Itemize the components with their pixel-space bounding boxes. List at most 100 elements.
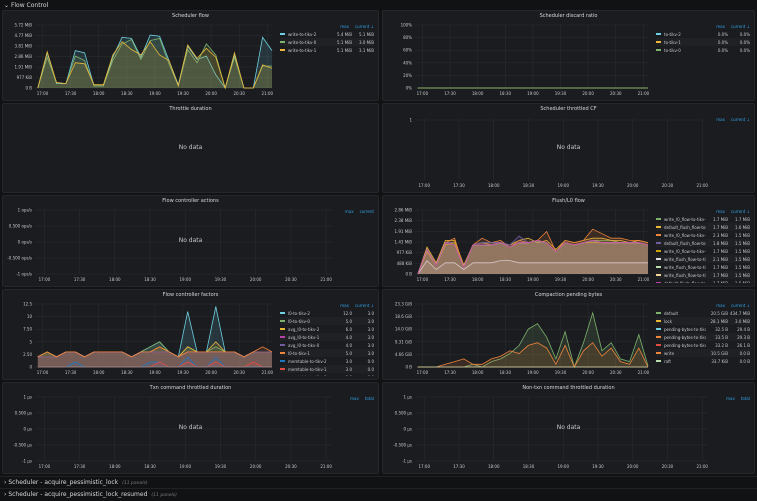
legend-item[interactable]: memtable-to-tikv-00.00.0 — [280, 373, 374, 377]
legend-current-value: 0.0% — [739, 31, 750, 37]
legend-color-swatch — [656, 266, 661, 268]
legend-item[interactable]: default 20.5 GiB 434.7 MiB — [656, 309, 750, 317]
y-tick-label: -1 ops/s — [16, 272, 32, 277]
row-acquire-pessimistic-lock-resumed[interactable]: › Scheduler - acquire_pessimistic_lock_r… — [0, 488, 757, 499]
legend-item[interactable]: l0-to-tikv-0 5.0 3.0 — [280, 317, 374, 325]
y-tick-label: 40% — [403, 60, 412, 65]
legend-item[interactable]: l0-to-tikv-2 12.0 3.0 — [280, 309, 374, 317]
legend-color-swatch — [656, 360, 661, 362]
legend-item[interactable]: lock 28.1 MiB 3.0 MiB — [656, 317, 750, 325]
legend-item[interactable]: to-tikv-0 0.0% 0.0% — [656, 46, 750, 54]
legend-item[interactable]: raft 33.7 KiB 0.0 B — [656, 357, 750, 365]
legend-sort-current[interactable]: current ↓ — [354, 24, 374, 29]
legend-sort-current[interactable]: current ↓ — [354, 303, 374, 308]
legend-max-value: 5.4 MiB — [337, 31, 352, 37]
legend-sort-max[interactable]: max — [344, 209, 354, 214]
legend-sort-max[interactable]: max — [350, 396, 359, 401]
panel-non-txn-command-throttled-duration[interactable]: Non-txn command throttled duration -1 µs -… — [382, 382, 755, 474]
legend-sort-current[interactable]: current ↓ — [730, 24, 750, 29]
legend-max-value: 0.0% — [717, 31, 728, 37]
legend-item[interactable]: to-tikv-1 0.0% 0.0% — [656, 38, 750, 46]
legend-item[interactable]: write_l0_flow-to-tikv-2 2.3 MiB 1.5 MiB — [656, 231, 750, 239]
legend-sort-current[interactable]: current ↓ — [730, 209, 750, 214]
panel-scheduler-discard-ratio[interactable]: Scheduler discard ratio 0% 20% 40% 60% 80% 100… — [382, 10, 755, 101]
panel-flow-controller-actions[interactable]: Flow controller actions -1 ops/s -0.500 op… — [2, 195, 379, 287]
legend-item[interactable]: write_flush_flow-to-tikv-1 1.7 MiB 1.5 MiB — [656, 263, 750, 271]
legend-max-value: 1.7 MiB — [713, 280, 728, 284]
legend-item[interactable]: write_flush_flow-to-tikv-0 1.7 MiB 1.5 MiB — [656, 271, 750, 279]
legend-item[interactable]: avg_l0-to-tikv-2 6.0 3.0 — [280, 325, 374, 333]
legend-sort-max[interactable]: max — [716, 303, 725, 308]
legend-sort-current[interactable]: current ↓ — [730, 117, 750, 122]
y-tick-label: 2.86 MiB — [15, 54, 33, 59]
legend-series-name: write-to-tikv-0 — [288, 39, 317, 45]
legend-max-value: 33.7 KiB — [711, 358, 728, 364]
panel-flush-l0-flow[interactable]: Flush/L0 flow 0 B 488 KiB 977 KiB 1.43 MiB 1.… — [382, 195, 755, 287]
legend-current-value: 0.0% — [739, 47, 750, 53]
legend-sort-max[interactable]: max — [716, 209, 725, 214]
legend-current-value: 0.0 — [367, 358, 374, 364]
legend-item[interactable]: write-to-tikv-1 5.1 MiB 3.1 MiB — [280, 46, 374, 54]
legend-item[interactable]: avg_l0-to-tikv-0 4.0 3.0 — [280, 341, 374, 349]
legend-sort-max[interactable]: max — [340, 303, 349, 308]
legend-item[interactable]: memtable-to-tikv-1 3.0 0.0 — [280, 365, 374, 373]
legend-item[interactable]: default_flush_flow-to-tikv-1 1.7 MiB 1.5 M… — [656, 279, 750, 283]
x-tick-label: 19:00 — [179, 464, 191, 469]
legend-max-value: 33.5 B — [715, 334, 728, 340]
legend-sort-max[interactable]: max — [716, 117, 725, 122]
series-area-write-to-tikv-0 — [37, 38, 272, 88]
panel-scheduler-flow[interactable]: Scheduler flow 0 B 977 KiB 1.91 MiB 2.86 MiB… — [2, 10, 379, 101]
panel-flow-controller-factors[interactable]: Flow controller factors 0 2.50 5 7.50 10 12.5 1… — [2, 289, 379, 380]
y-tick-label: 488 KiB — [397, 261, 413, 266]
legend-item[interactable]: write 10.5 GiB 0.0 B — [656, 349, 750, 357]
legend-series-name: lock — [664, 318, 673, 324]
legend-sort-total[interactable]: total — [364, 396, 374, 401]
x-tick-label: 20:30 — [233, 91, 245, 96]
legend-item[interactable]: l0-to-tikv-1 5.0 3.0 — [280, 349, 374, 357]
legend-color-swatch — [280, 336, 285, 338]
panel-txn-command-throttled-duration[interactable]: Txn command throttled duration -1 µs -0.50… — [2, 382, 379, 474]
y-tick-label: 7.50 — [23, 327, 32, 332]
legend-header: max current ↓ — [280, 303, 374, 309]
row-flow-control[interactable]: ⌄ Flow Control — [0, 0, 757, 11]
legend-sort-current[interactable]: current — [359, 209, 374, 214]
legend-item[interactable]: avg_l0-to-tikv-1 4.0 3.0 — [280, 333, 374, 341]
panel-title: Throttle duration — [169, 106, 212, 112]
legend-color-swatch — [280, 49, 285, 51]
x-tick-label: 18:00 — [472, 370, 484, 375]
legend-sort-max[interactable]: max — [716, 24, 725, 29]
legend-item[interactable]: pending-bytes-to-tikv-2 33.2 B 26.1 B — [656, 341, 750, 349]
legend-item[interactable]: pending-bytes-to-tikv-0 33.5 B 29.3 B — [656, 333, 750, 341]
legend-item[interactable]: write_l0_flow-to-tikv-0 1.7 MiB 1.5 MiB — [656, 247, 750, 255]
legend-sort-max[interactable]: max — [726, 396, 735, 401]
legend-item[interactable]: default_flush_flow-to-tikv-2 1.8 MiB 1.5 M… — [656, 239, 750, 247]
legend-item[interactable]: pending-bytes-to-tikv-1 32.5 B 29.4 B — [656, 325, 750, 333]
legend-sort-current[interactable]: current ↓ — [730, 303, 750, 308]
row-acquire-pessimistic-lock[interactable]: › Scheduler - acquire_pessimistic_lock (1… — [0, 476, 757, 487]
legend-sort-max[interactable]: max — [340, 24, 349, 29]
legend-item[interactable]: write-to-tikv-0 5.1 MiB 3.0 MiB — [280, 38, 374, 46]
legend-item[interactable]: to-tikv-2 0.0% 0.0% — [656, 30, 750, 38]
legend-series-name: memtable-to-tikv-2 — [288, 358, 327, 364]
y-tick-label: 0 B — [25, 86, 32, 91]
legend-series-name: default_flush_flow-to-tikv-1 — [664, 280, 706, 284]
panel-title: Txn command throttled duration — [149, 385, 232, 391]
legend-item[interactable]: default_flush_flow-to-tikv-0 1.7 MiB 1.6 M… — [656, 223, 750, 231]
legend-item[interactable]: write_l0_flow-to-tikv-1 1.7 MiB 1.7 MiB — [656, 215, 750, 223]
legend-current-value: 0.0 B — [739, 350, 750, 356]
chart-svg: 0 B 4.66 GiB 9.31 GiB 14.0 GiB 18.6 GiB 23.3 … — [395, 302, 650, 376]
y-tick-label: 1 µs — [404, 395, 412, 400]
legend-item[interactable]: write-to-tikv-2 5.4 MiB 5.1 MiB — [280, 30, 374, 38]
legend-item[interactable]: memtable-to-tikv-2 3.0 0.0 — [280, 357, 374, 365]
panel-compaction-pending-bytes[interactable]: Compaction pending bytes 0 B 4.66 GiB 9.31 … — [382, 289, 755, 380]
legend-sort-total[interactable]: total — [740, 396, 750, 401]
legend-series-name: write — [664, 350, 675, 356]
legend-item[interactable]: write_flush_flow-to-tikv-2 2.1 MiB 1.5 MiB — [656, 255, 750, 263]
legend-series-name: memtable-to-tikv-1 — [288, 366, 327, 372]
panel-scheduler-throttled-cf[interactable]: Scheduler throttled CF 1 17:00 17:30 18:00 18… — [382, 103, 755, 193]
legend-color-swatch — [656, 352, 661, 354]
x-tick-label: 20:30 — [610, 370, 622, 375]
series-area-write_l0_flow-to-tikv-1 — [417, 240, 648, 274]
x-tick-label: 19:30 — [215, 464, 227, 469]
panel-throttle-duration[interactable]: Throttle duration No data — [2, 103, 379, 193]
